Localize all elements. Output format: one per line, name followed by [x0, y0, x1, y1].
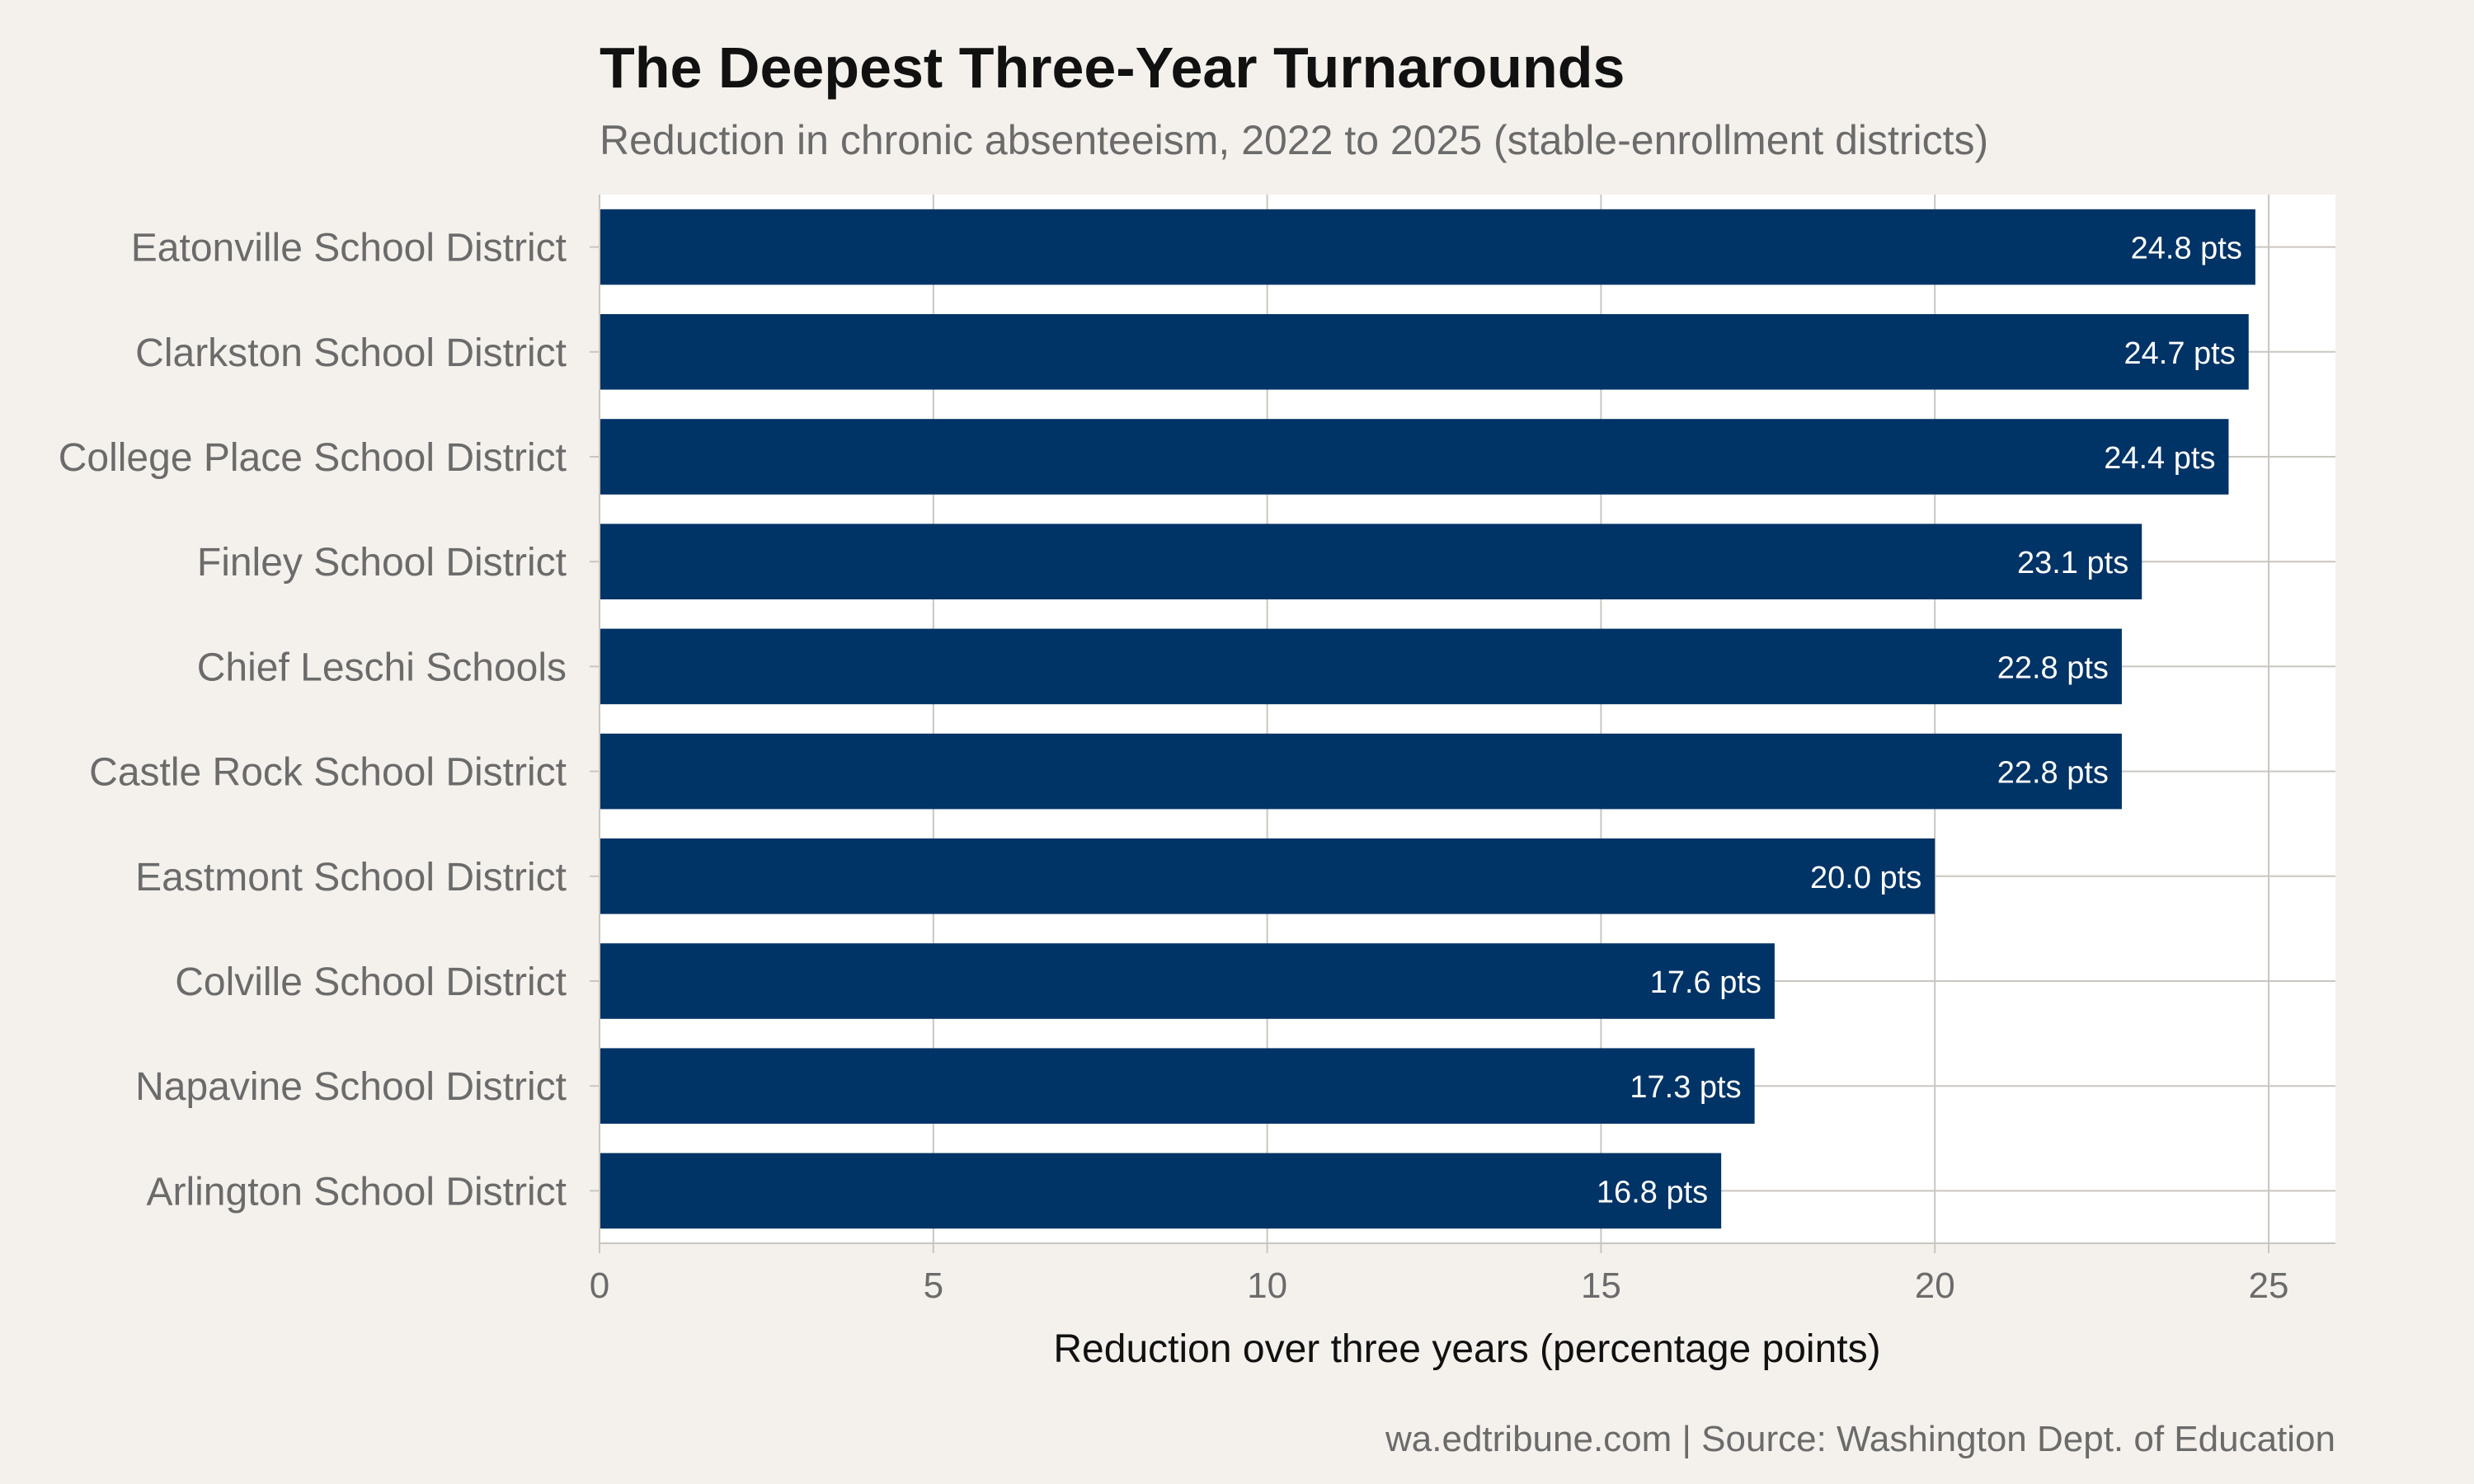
- bar-value-label: 24.7 pts: [2124, 336, 2236, 371]
- value-axis: 0 5 10 15 20 25: [590, 1243, 2289, 1306]
- x-tick-label: 5: [924, 1266, 943, 1306]
- bar-value-label: 24.4 pts: [2104, 441, 2215, 476]
- bar: [600, 1048, 1755, 1124]
- category-label: College Place School District: [59, 436, 567, 480]
- bar: [600, 943, 1775, 1019]
- x-tick-label: 15: [1581, 1266, 1621, 1306]
- bar: [600, 838, 1935, 914]
- chart-title: The Deepest Three-Year Turnarounds: [600, 35, 1625, 100]
- value-labels: 24.8 pts 24.7 pts 24.4 pts 23.1 pts 22.8 pts…: [1597, 232, 2242, 1210]
- bar: [600, 733, 2122, 810]
- x-tick-label: 25: [2249, 1266, 2289, 1306]
- category-label: Colville School District: [175, 960, 567, 1004]
- bar: [600, 524, 2142, 599]
- bar-value-label: 16.8 pts: [1597, 1175, 1708, 1209]
- bar-value-label: 17.3 pts: [1630, 1070, 1741, 1105]
- bar: [600, 314, 2249, 390]
- bar-value-label: 20.0 pts: [1810, 861, 1921, 895]
- bar: [600, 628, 2122, 705]
- x-tick-label: 20: [1915, 1266, 1955, 1306]
- x-axis-label: Reduction over three years (percentage p…: [1053, 1327, 1880, 1371]
- x-tick-label: 0: [590, 1266, 609, 1306]
- chart-subtitle: Reduction in chronic absenteeism, 2022 t…: [600, 117, 1988, 163]
- bar: [600, 1153, 1722, 1229]
- bar-value-label: 22.8 pts: [1997, 756, 2109, 791]
- category-label: Chief Leschi Schools: [197, 646, 567, 689]
- category-label: Finley School District: [197, 541, 567, 585]
- category-axis: Eatonville School District Clarkston Scho…: [59, 227, 600, 1214]
- bar-value-label: 23.1 pts: [2017, 546, 2128, 580]
- category-label: Napavine School District: [135, 1065, 567, 1109]
- chart-caption: wa.edtribune.com | Source: Washington De…: [1385, 1419, 2335, 1459]
- category-label: Castle Rock School District: [89, 751, 567, 795]
- category-label: Eastmont School District: [135, 856, 567, 899]
- bars: [600, 209, 2255, 1229]
- bar: [600, 419, 2229, 495]
- bar-value-label: 22.8 pts: [1997, 650, 2109, 685]
- bar: [600, 209, 2255, 285]
- category-label: Eatonville School District: [131, 227, 567, 270]
- x-tick-label: 10: [1247, 1266, 1287, 1306]
- category-label: Arlington School District: [146, 1170, 567, 1214]
- category-label: Clarkston School District: [135, 331, 567, 375]
- bar-value-label: 17.6 pts: [1650, 965, 1761, 1000]
- bar-value-label: 24.8 pts: [2131, 232, 2242, 266]
